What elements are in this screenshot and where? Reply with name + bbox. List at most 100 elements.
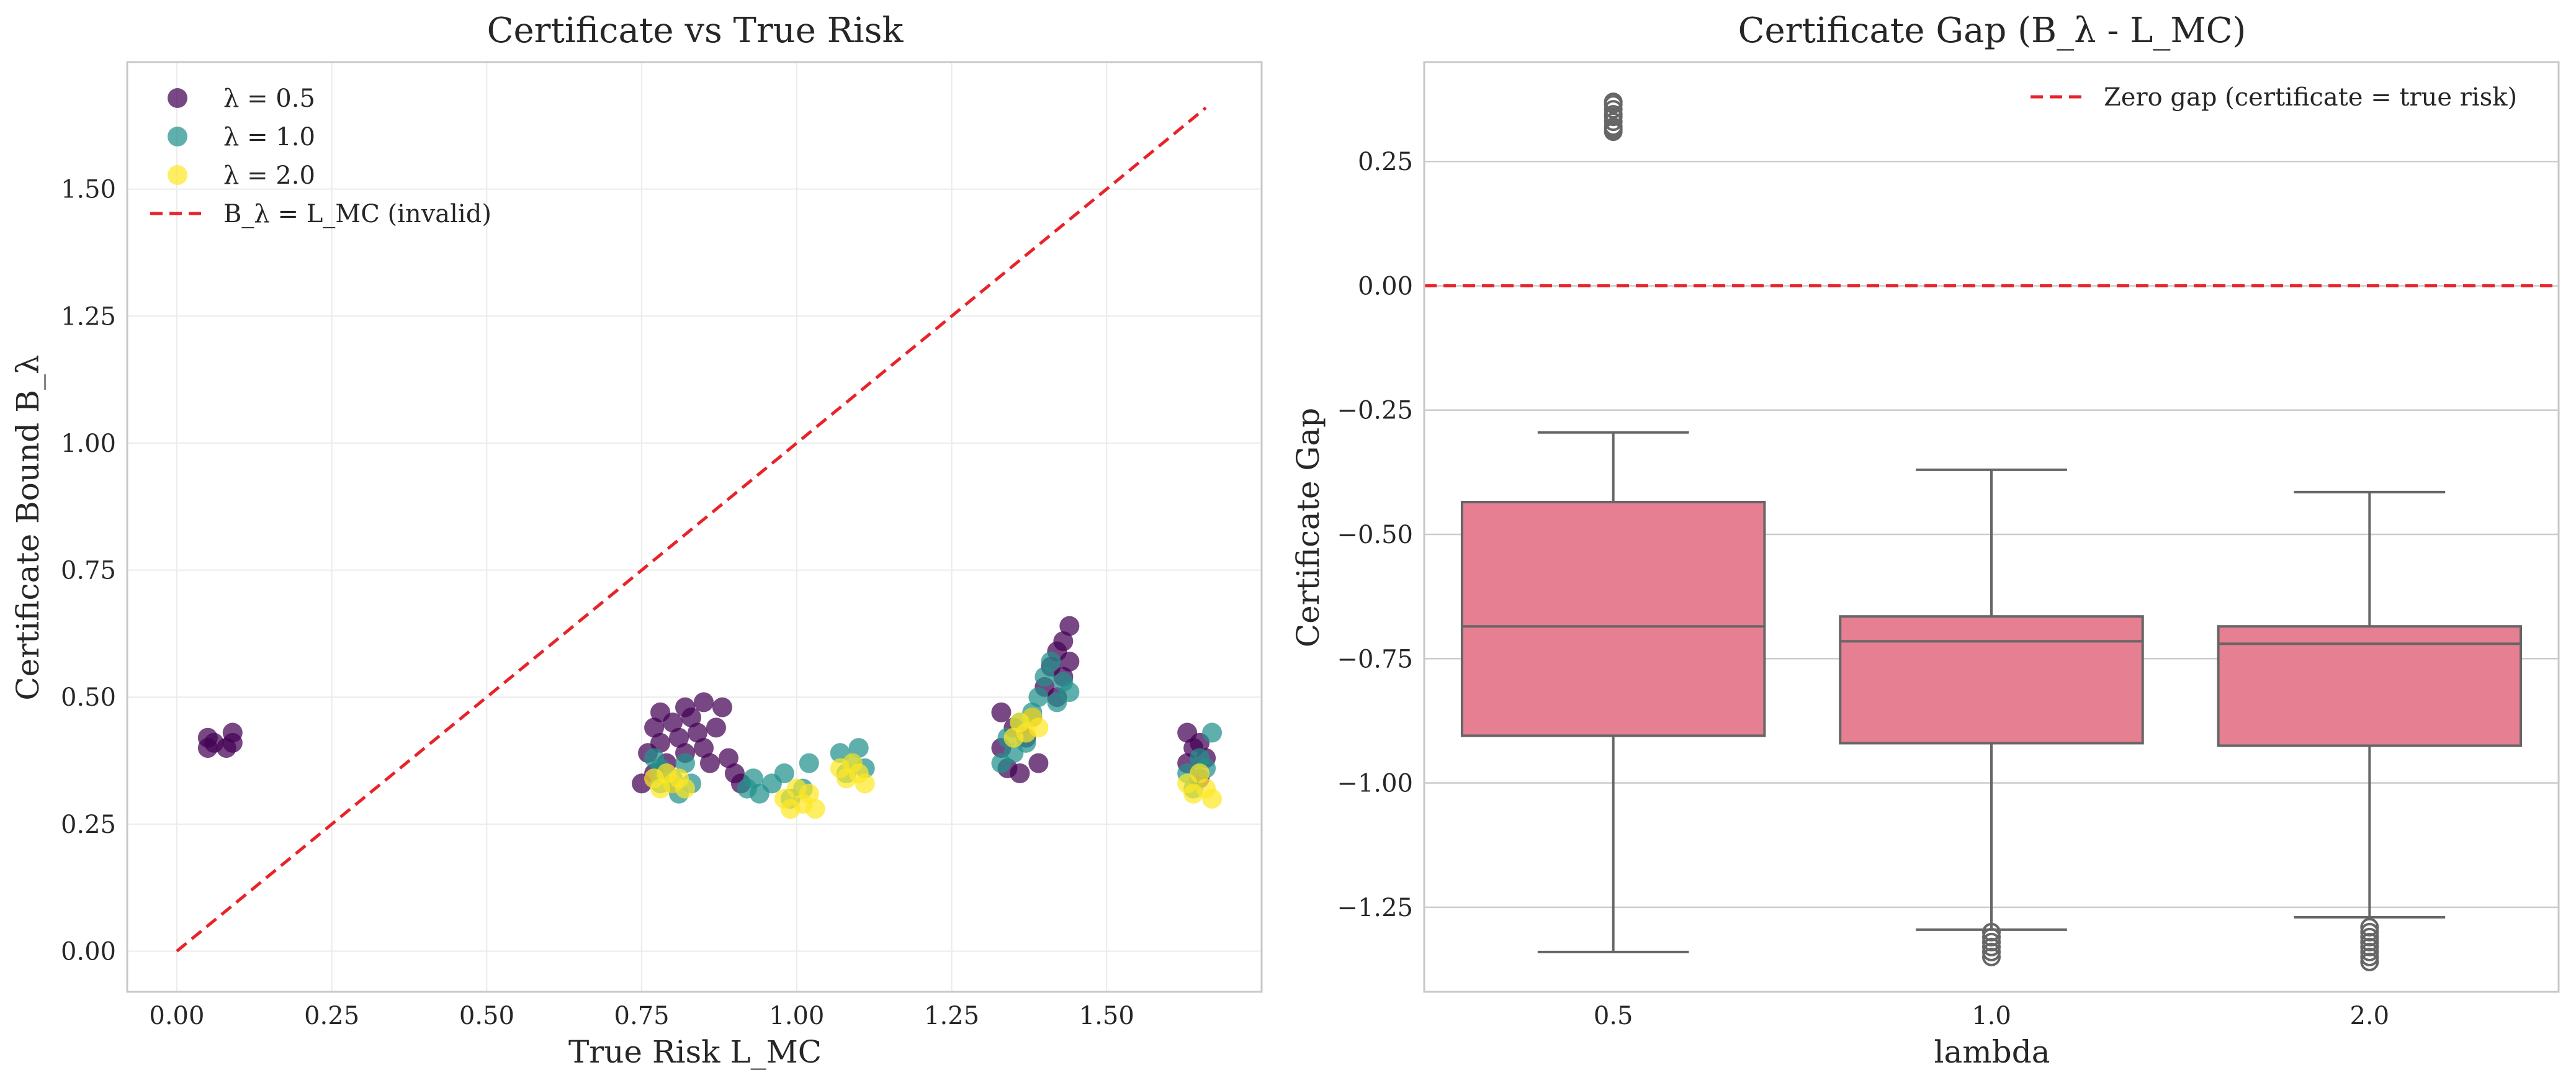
scatter-point-s0-43 <box>1059 651 1080 672</box>
scatter-point-s2-24 <box>1190 763 1210 784</box>
box-outlier-0-8 <box>1604 92 1623 112</box>
scatter-point-s0-32 <box>1010 763 1030 784</box>
left-y-tick-5: 1.25 <box>61 302 116 331</box>
right-y-tick-1: 0.00 <box>1358 272 1413 300</box>
left-diagonal-line <box>176 106 1207 953</box>
left-y-tick-6: 1.50 <box>61 176 116 204</box>
left-y-tick-1: 0.25 <box>61 811 116 839</box>
left-x-tick-4: 1.00 <box>769 1002 824 1030</box>
right-boxes <box>1460 92 2523 971</box>
left-x-tick-2: 0.50 <box>459 1002 514 1030</box>
box-outlier-1-3 <box>1982 937 2001 956</box>
legend-label-2: λ = 2.0 <box>223 161 315 190</box>
right-y-tick-labels: 0.25 0.00 −0.25 −0.50 −0.75 −1.00 −1.25 <box>1337 148 1413 922</box>
right-x-tick-2: 2.0 <box>2350 1002 2390 1030</box>
scatter-point-s1-28 <box>1041 651 1061 672</box>
scatter-point-s1-26 <box>1028 687 1049 708</box>
box-outlier-1-5 <box>1982 947 2001 966</box>
right-y-tick-6: −1.25 <box>1337 894 1413 922</box>
left-x-tick-5: 1.25 <box>924 1002 979 1030</box>
left-y-tick-2: 0.50 <box>61 683 116 712</box>
left-y-tick-3: 0.75 <box>61 557 116 585</box>
legend-label-1: λ = 1.0 <box>223 123 315 151</box>
left-x-tick-labels: 0.00 0.25 0.50 0.75 1.00 1.25 1.50 <box>149 1002 1134 1030</box>
scatter-point-s0-22 <box>699 753 720 773</box>
scatter-point-s0-18 <box>681 707 702 727</box>
scatter-point-s0-24 <box>712 697 732 717</box>
legend-marker-1 <box>168 127 187 146</box>
scatter-panel: Certificate vs True Risk 0.00 0.25 0.50 0.7… <box>10 11 1263 1070</box>
scatter-point-s0-29 <box>991 702 1012 722</box>
scatter-point-s0-9 <box>644 717 665 738</box>
left-scatter-points <box>197 616 1223 819</box>
scatter-point-s0-42 <box>1059 616 1080 636</box>
scatter-point-s1-18 <box>848 738 869 758</box>
scatter-point-s2-11 <box>805 799 825 819</box>
left-x-axis-label: True Risk L_MC <box>568 1034 822 1070</box>
scatter-point-s0-25 <box>718 748 738 768</box>
scatter-point-s1-31 <box>1059 682 1080 703</box>
left-x-tick-1: 0.25 <box>304 1002 359 1030</box>
scatter-point-s0-5 <box>222 732 243 753</box>
scatter-point-s2-16 <box>855 773 875 794</box>
scatter-point-s2-26 <box>1202 788 1223 809</box>
box-outlier-0-6 <box>1604 100 1623 119</box>
scatter-point-s0-15 <box>669 727 689 748</box>
right-y-axis-label: Certificate Gap <box>1290 408 1326 647</box>
left-x-tick-6: 1.50 <box>1079 1002 1134 1030</box>
box-outlier-2-6 <box>2360 947 2379 966</box>
right-x-axis-label: lambda <box>1934 1034 2050 1070</box>
legend-label-0: λ = 0.5 <box>223 84 315 113</box>
right-y-tick-3: −0.50 <box>1337 521 1413 549</box>
left-x-tick-0: 0.00 <box>149 1002 204 1030</box>
box-outlier-1-4 <box>1982 942 2001 961</box>
scatter-point-s1-27 <box>1034 667 1055 687</box>
right-y-tick-5: −1.00 <box>1337 770 1413 798</box>
box-outlier-0-5 <box>1604 105 1623 124</box>
legend-marker-0 <box>168 88 187 108</box>
left-y-tick-labels: 0.00 0.25 0.50 0.75 1.00 1.25 1.50 <box>61 176 116 966</box>
right-x-tick-labels: 0.5 1.0 2.0 <box>1594 1002 2389 1030</box>
right-legend: Zero gap (certificate = true risk) <box>2031 83 2517 112</box>
right-y-tick-4: −0.75 <box>1337 645 1413 673</box>
left-plot-frame <box>126 61 1263 993</box>
right-plot-frame <box>1423 61 2560 993</box>
scatter-point-s0-13 <box>663 713 683 733</box>
box-body-0 <box>1460 500 1766 737</box>
left-legend: λ = 0.5 λ = 1.0 λ = 2.0 B_λ = L_MC (invalid… <box>150 84 491 228</box>
right-y-tick-0: 0.25 <box>1358 148 1413 176</box>
scatter-point-s0-23 <box>706 717 726 738</box>
scatter-point-s1-5 <box>675 753 696 773</box>
right-x-tick-0: 0.5 <box>1594 1002 1633 1030</box>
scatter-point-s0-35 <box>1028 753 1049 773</box>
scatter-point-s2-10 <box>799 783 819 804</box>
scatter-point-s1-11 <box>774 763 794 784</box>
box-body-1 <box>1839 615 2144 745</box>
left-y-tick-4: 1.00 <box>61 429 116 458</box>
right-legend-label: Zero gap (certificate = true risk) <box>2104 83 2517 112</box>
scatter-point-s1-8 <box>743 768 763 789</box>
left-chart-title: Certificate vs True Risk <box>487 11 904 51</box>
left-x-tick-3: 0.75 <box>614 1002 670 1030</box>
right-chart-title: Certificate Gap (B_λ - L_MC) <box>1738 11 2246 51</box>
box-outlier-2-5 <box>2360 942 2379 961</box>
box-outlier-2-7 <box>2360 952 2379 971</box>
scatter-point-s1-36 <box>1202 722 1223 743</box>
legend-label-reference: B_λ = L_MC (invalid) <box>223 200 491 228</box>
box-outlier-0-3 <box>1604 112 1623 132</box>
left-reference-line <box>176 106 1207 953</box>
left-y-axis-label: Certificate Bound B_λ <box>10 354 46 700</box>
scatter-point-s0-41 <box>1053 631 1074 652</box>
scatter-point-s0-19 <box>687 722 707 743</box>
box-outlier-0-2 <box>1604 117 1623 137</box>
right-y-tick-2: −0.25 <box>1337 397 1413 425</box>
scatter-point-s0-20 <box>693 692 714 713</box>
scatter-point-s0-21 <box>693 738 714 758</box>
legend-marker-2 <box>168 165 187 185</box>
scatter-point-s1-14 <box>799 753 819 773</box>
scatter-point-s2-5 <box>675 778 696 799</box>
box-body-2 <box>2217 625 2523 747</box>
scatter-point-s2-21 <box>1028 717 1049 738</box>
right-x-tick-1: 1.0 <box>1972 1002 2011 1030</box>
